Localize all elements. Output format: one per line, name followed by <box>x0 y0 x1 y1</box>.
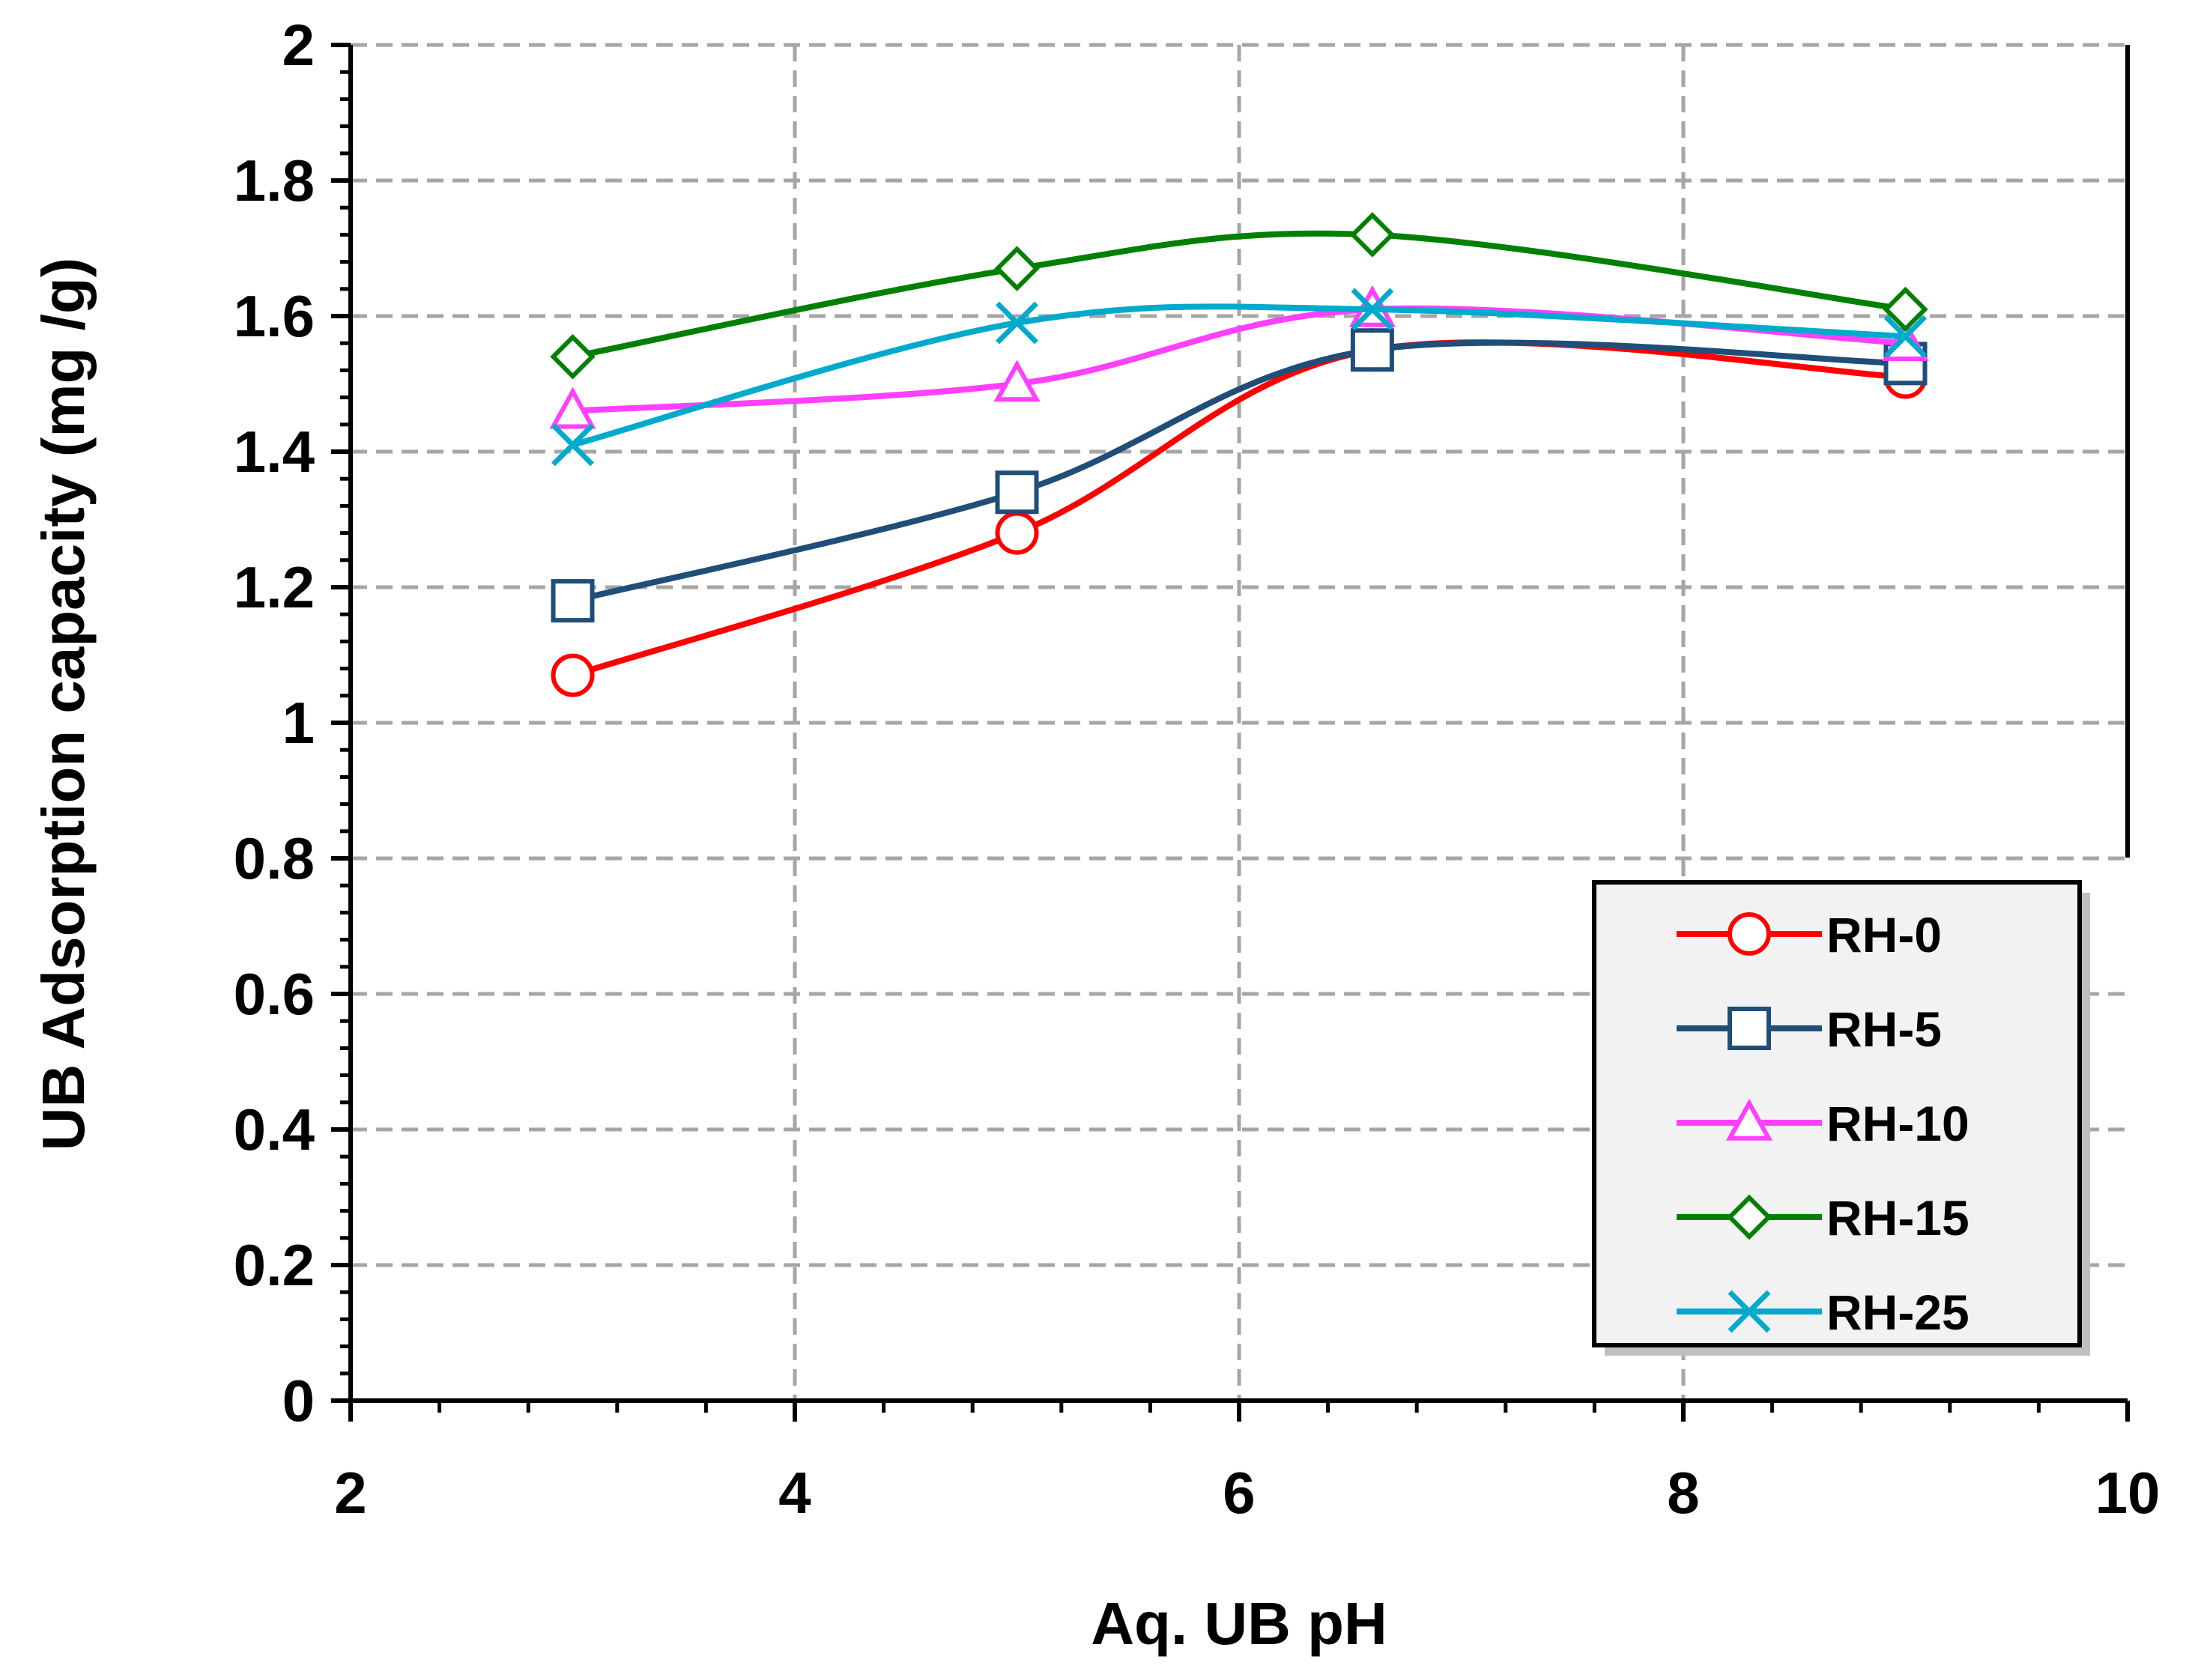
data-point <box>1349 212 1396 258</box>
data-point <box>994 246 1040 291</box>
data-point <box>996 301 1038 345</box>
legend-marker <box>1728 1290 1771 1333</box>
legend-item: RH-10 <box>1677 1096 1970 1151</box>
legend-label: RH-0 <box>1826 907 1942 962</box>
series-rh-25 <box>551 288 1927 467</box>
y-tick-label: 1 <box>282 690 315 756</box>
legend-marker <box>1728 1007 1771 1050</box>
y-tick-label: 0.8 <box>234 825 315 891</box>
series-line <box>572 230 1907 360</box>
data-point <box>1883 286 1928 333</box>
x-tick-label: 8 <box>1667 1460 1699 1526</box>
x-tick-label: 4 <box>778 1460 811 1526</box>
data-point <box>995 470 1039 515</box>
x-tick-label: 2 <box>334 1460 366 1526</box>
y-tick-label: 0.6 <box>234 961 315 1027</box>
legend-label: RH-15 <box>1826 1190 1970 1246</box>
y-tick-label: 1.2 <box>234 554 315 620</box>
data-point <box>1882 319 1929 361</box>
data-point <box>1351 288 1394 331</box>
x-axis-title: Aq. UB pH <box>1091 1590 1387 1657</box>
y-tick-label: 1.8 <box>234 148 315 213</box>
y-tick-label: 1.4 <box>234 419 315 485</box>
y-tick-label: 1.6 <box>234 283 315 349</box>
legend-item: RH-5 <box>1677 1001 1942 1057</box>
x-tick-label: 10 <box>2095 1460 2161 1526</box>
x-axis-ticks: 2 4 6 8 10 <box>334 1401 2160 1526</box>
legend-item: RH-0 <box>1677 907 1942 962</box>
series-line <box>572 303 1906 448</box>
data-point <box>1884 315 1927 358</box>
y-tick-label: 2 <box>282 12 315 78</box>
series-rh-15 <box>550 212 1928 380</box>
data-point <box>549 386 596 429</box>
legend: RH-0 RH-5 RH-10 RH-15 RH-25 <box>1592 880 2090 1356</box>
data-point <box>1350 328 1394 372</box>
legend-item: RH-25 <box>1677 1285 1970 1340</box>
data-point <box>551 423 594 467</box>
y-tick-label: 0 <box>282 1368 315 1434</box>
series-line <box>572 339 1906 604</box>
data-point <box>993 360 1041 402</box>
data-point <box>550 334 596 380</box>
legend-label: RH-10 <box>1826 1096 1970 1151</box>
grid-lines <box>351 43 2128 1401</box>
y-axis-title: UB Adsorption capacity (mg /g) <box>30 258 97 1151</box>
x-tick-label: 6 <box>1223 1460 1255 1526</box>
y-tick-label: 0.4 <box>234 1097 315 1162</box>
legend-marker <box>1726 1194 1772 1240</box>
legend-item: RH-15 <box>1677 1190 1970 1246</box>
data-point <box>551 579 595 623</box>
legend-label: RH-5 <box>1826 1001 1942 1057</box>
series-line <box>572 339 1906 679</box>
legend-marker <box>1728 912 1771 956</box>
y-axis-ticks: 0 0.2 0.4 0.6 0.8 1 1.2 1.4 1.6 1.8 2 <box>234 12 351 1434</box>
series-layer <box>549 212 1929 697</box>
data-point <box>995 511 1039 555</box>
data-point <box>551 653 595 697</box>
legend-box <box>1592 880 2082 1347</box>
y-tick-label: 0.2 <box>234 1232 315 1298</box>
legend-marker <box>1725 1098 1773 1141</box>
legend-label: RH-25 <box>1826 1285 1970 1340</box>
